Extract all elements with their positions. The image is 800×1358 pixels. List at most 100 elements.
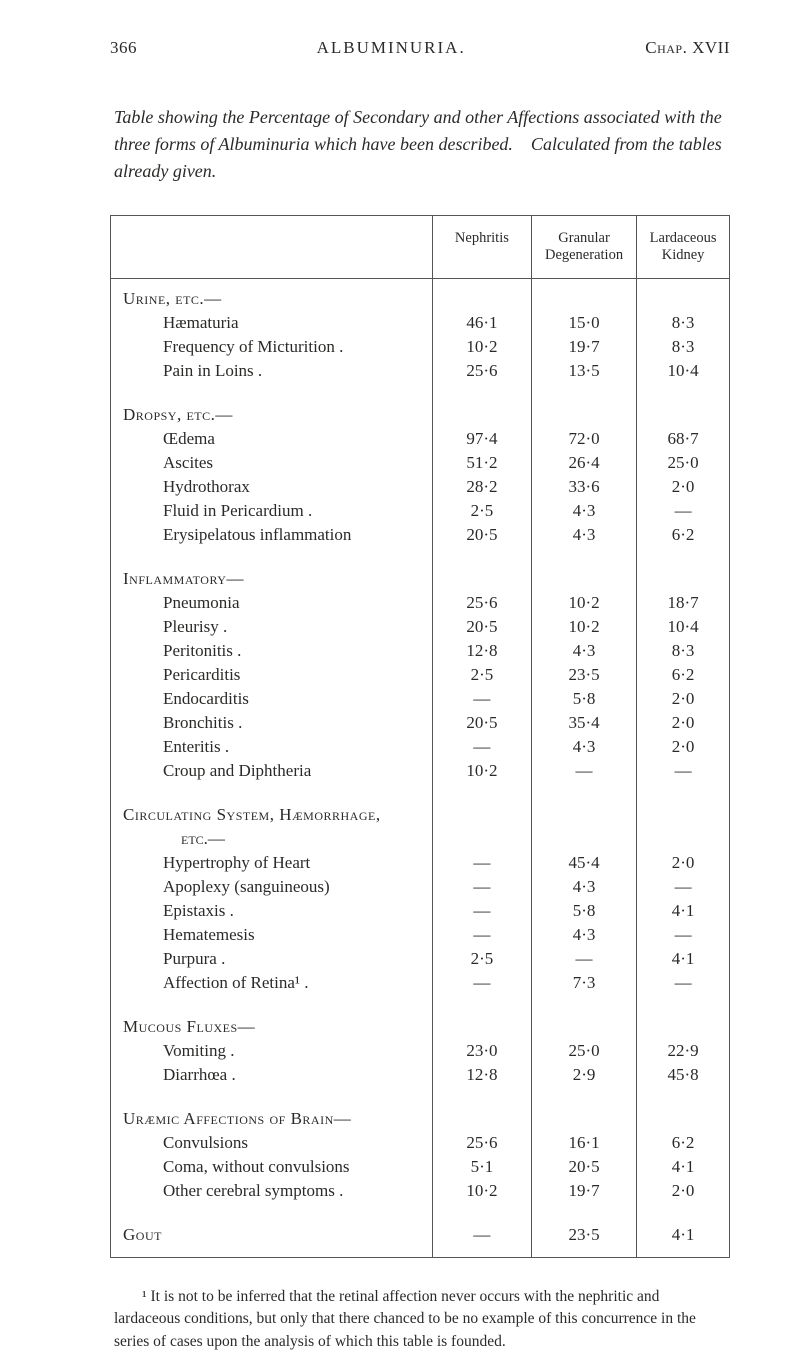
value-cell: 97·4 <box>432 427 531 451</box>
row-label: Erysipelatous inflammation <box>111 523 433 547</box>
value-cell: 4·1 <box>637 947 730 971</box>
section-heading: Circulating System, Hæmorrhage, <box>111 795 433 827</box>
value-cell: 20·5 <box>531 1155 636 1179</box>
row-label: Hypertrophy of Heart <box>111 851 433 875</box>
section-heading: Inflammatory— <box>111 559 433 591</box>
value-cell <box>531 279 636 312</box>
section-row: Circulating System, Hæmorrhage, <box>111 795 730 827</box>
row-label: Endocarditis <box>111 687 433 711</box>
value-cell: 23·5 <box>531 1215 636 1258</box>
row-label: Other cerebral symptoms . <box>111 1179 433 1203</box>
table-row: Hydrothorax28·233·62·0 <box>111 475 730 499</box>
value-cell <box>637 827 730 851</box>
section-row: etc.— <box>111 827 730 851</box>
gap-row <box>111 1203 730 1215</box>
value-cell: 2·5 <box>432 947 531 971</box>
value-cell: — <box>432 851 531 875</box>
value-cell: 10·4 <box>637 359 730 383</box>
row-label: Apoplexy (sanguineous) <box>111 875 433 899</box>
table-row: Pain in Loins .25·613·510·4 <box>111 359 730 383</box>
value-cell: 22·9 <box>637 1039 730 1063</box>
value-cell: 8·3 <box>637 639 730 663</box>
table-row-final: Gout—23·54·1 <box>111 1215 730 1258</box>
intro-text: Table showing the Percentage of Secondar… <box>114 107 722 181</box>
affections-table: Nephritis Granular Degeneration Lardaceo… <box>110 215 730 1258</box>
value-cell: 25·6 <box>432 359 531 383</box>
chapter-label: Chap. XVII <box>645 38 730 58</box>
value-cell <box>531 395 636 427</box>
section-row: Urine, etc.— <box>111 279 730 312</box>
row-label: Enteritis . <box>111 735 433 759</box>
row-label: Pneumonia <box>111 591 433 615</box>
table-row: Fluid in Pericardium .2·54·3— <box>111 499 730 523</box>
page: 366 ALBUMINURIA. Chap. XVII Table showin… <box>0 0 800 1358</box>
value-cell <box>637 1099 730 1131</box>
value-cell: 26·4 <box>531 451 636 475</box>
value-cell: 19·7 <box>531 1179 636 1203</box>
gap-row <box>111 383 730 395</box>
value-cell: — <box>432 735 531 759</box>
row-label: Hydrothorax <box>111 475 433 499</box>
table-row: Pleurisy .20·510·210·4 <box>111 615 730 639</box>
table-header-row: Nephritis Granular Degeneration Lardaceo… <box>111 216 730 279</box>
value-cell: 4·1 <box>637 1215 730 1258</box>
value-cell: 2·0 <box>637 687 730 711</box>
value-cell: 6·2 <box>637 523 730 547</box>
value-cell: 10·2 <box>432 1179 531 1203</box>
section-row: Dropsy, etc.— <box>111 395 730 427</box>
value-cell: 10·4 <box>637 615 730 639</box>
running-header: 366 ALBUMINURIA. Chap. XVII <box>110 38 730 58</box>
value-cell: 19·7 <box>531 335 636 359</box>
table-row: Bronchitis .20·535·42·0 <box>111 711 730 735</box>
row-label: Purpura . <box>111 947 433 971</box>
intro-paragraph: Table showing the Percentage of Secondar… <box>114 104 726 185</box>
table-row: Apoplexy (sanguineous)—4·3— <box>111 875 730 899</box>
table-body: Urine, etc.—Hæmaturia46·115·08·3Frequenc… <box>111 279 730 1258</box>
section-heading: Mucous Fluxes— <box>111 1007 433 1039</box>
value-cell: 33·6 <box>531 475 636 499</box>
value-cell <box>637 1007 730 1039</box>
value-cell: 4·3 <box>531 499 636 523</box>
value-cell: 25·6 <box>432 591 531 615</box>
col-nephritis: Nephritis <box>432 216 531 279</box>
row-label: Epistaxis . <box>111 899 433 923</box>
row-label: Fluid in Pericardium . <box>111 499 433 523</box>
value-cell: 8·3 <box>637 311 730 335</box>
table-row: Croup and Diphtheria10·2—— <box>111 759 730 783</box>
row-label: Convulsions <box>111 1131 433 1155</box>
table-row: Purpura .2·5—4·1 <box>111 947 730 971</box>
row-label: Pain in Loins . <box>111 359 433 383</box>
row-label: Œdema <box>111 427 433 451</box>
value-cell: 2·0 <box>637 851 730 875</box>
gap-row <box>111 783 730 795</box>
table-row: Hypertrophy of Heart—45·42·0 <box>111 851 730 875</box>
row-label: Coma, without convulsions <box>111 1155 433 1179</box>
row-label: Frequency of Micturition . <box>111 335 433 359</box>
col-lardaceous: Lardaceous Kidney <box>637 216 730 279</box>
section-row: Uræmic Affections of Brain— <box>111 1099 730 1131</box>
page-title: ALBUMINURIA. <box>317 38 466 58</box>
value-cell: 4·1 <box>637 1155 730 1179</box>
value-cell: 2·0 <box>637 475 730 499</box>
footnote: ¹ It is not to be inferred that the reti… <box>114 1286 726 1353</box>
value-cell: 15·0 <box>531 311 636 335</box>
value-cell <box>531 559 636 591</box>
row-label: Bronchitis . <box>111 711 433 735</box>
value-cell: — <box>432 687 531 711</box>
value-cell: 23·0 <box>432 1039 531 1063</box>
value-cell <box>637 795 730 827</box>
table-row: Pneumonia25·610·218·7 <box>111 591 730 615</box>
table-row: Hematemesis—4·3— <box>111 923 730 947</box>
value-cell: 13·5 <box>531 359 636 383</box>
value-cell <box>531 1007 636 1039</box>
value-cell <box>531 827 636 851</box>
section-heading: Urine, etc.— <box>111 279 433 312</box>
row-label: Vomiting . <box>111 1039 433 1063</box>
value-cell <box>432 559 531 591</box>
value-cell: 12·8 <box>432 1063 531 1087</box>
value-cell: — <box>432 899 531 923</box>
value-cell: 68·7 <box>637 427 730 451</box>
row-label: Affection of Retina¹ . <box>111 971 433 995</box>
value-cell: 2·5 <box>432 499 531 523</box>
value-cell <box>432 279 531 312</box>
